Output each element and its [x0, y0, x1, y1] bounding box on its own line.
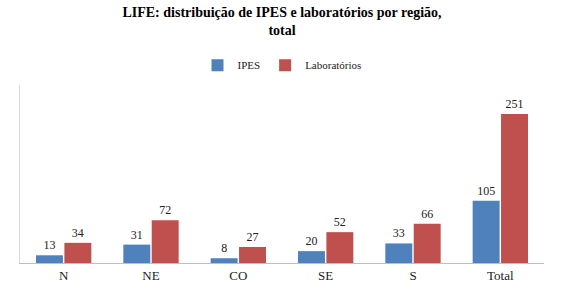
svg-text:251: 251	[506, 97, 524, 111]
svg-text:CO: CO	[229, 268, 247, 283]
svg-text:13: 13	[43, 238, 55, 252]
svg-text:66: 66	[421, 207, 433, 221]
svg-text:Laboratórios: Laboratórios	[305, 59, 361, 71]
svg-text:31: 31	[131, 228, 143, 242]
svg-text:33: 33	[393, 226, 405, 240]
svg-text:Total: Total	[487, 268, 514, 283]
svg-text:S: S	[409, 268, 416, 283]
svg-text:N: N	[59, 268, 69, 283]
svg-text:20: 20	[305, 234, 317, 248]
svg-text:105: 105	[477, 184, 495, 198]
svg-text:8: 8	[221, 241, 227, 255]
svg-text:IPES: IPES	[238, 59, 261, 71]
svg-text:LIFE: distribuição de IPES e l: LIFE: distribuição de IPES e laboratório…	[122, 5, 441, 38]
svg-text:72: 72	[159, 203, 171, 217]
svg-text:NE: NE	[142, 268, 159, 283]
svg-text:SE: SE	[318, 268, 333, 283]
svg-text:27: 27	[247, 230, 259, 244]
svg-text:34: 34	[72, 226, 84, 240]
svg-text:52: 52	[334, 215, 346, 229]
